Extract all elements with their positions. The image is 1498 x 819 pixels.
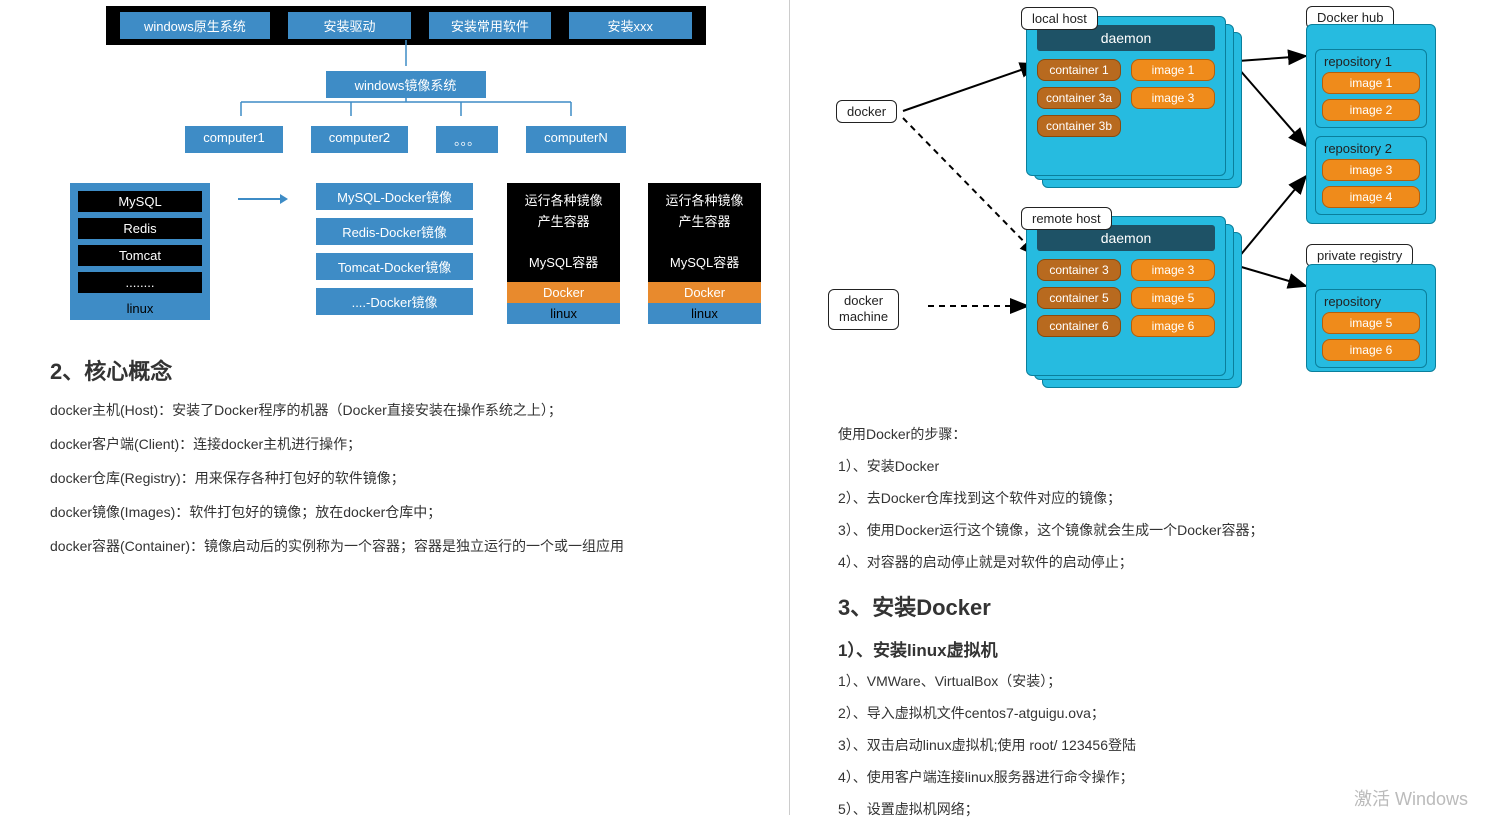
stack-line: 产生容器 [538,214,590,229]
container-pill: container 1 [1037,59,1121,81]
left-column: windows原生系统 安装驱动 安装常用软件 安装xxx windows镜像系… [0,0,790,815]
computer-node: computer1 [185,126,282,153]
computer-node: 。。。 [436,126,498,153]
install-line: 1）、VMWare、VirtualBox（安装）； [838,671,1468,691]
subsection-heading: 1）、安装linux虚拟机 [838,636,1468,661]
document-page: windows原生系统 安装驱动 安装常用软件 安装xxx windows镜像系… [0,0,1498,815]
docker-machine-tag: docker machine [828,289,899,330]
image-pill: image 1 [1322,72,1420,94]
stack-line: 产生容器 [679,214,731,229]
concept-line: docker主机(Host)：安装了Docker程序的机器（Docker直接安装… [50,400,761,420]
hub-box: repository 1 image 1 image 2 repository … [1306,24,1436,224]
linux-box: MySQL Redis Tomcat ........ linux [70,183,210,320]
right-column: docker docker machine local host daemon … [790,0,1498,815]
stack-docker: Docker [507,282,620,303]
linux-item: ........ [78,272,202,293]
linux-item: Redis [78,218,202,239]
dm-line: machine [839,309,888,324]
repo-title: repository [1324,294,1381,309]
stack-top: 运行各种镜像 产生容器 MySQL容器 [507,183,620,282]
mirror-item: Tomcat-Docker镜像 [316,253,473,280]
container-stack: 运行各种镜像 产生容器 MySQL容器 Docker linux [648,183,761,324]
section-heading: 3、安装Docker [838,590,1468,622]
step-line: 4）、对容器的启动停止就是对软件的启动停止； [838,552,1468,572]
step-line: 1）、安装Docker [838,456,1468,476]
mirror-list: MySQL-Docker镜像 Redis-Docker镜像 Tomcat-Doc… [316,183,473,324]
stack-line: 运行各种镜像 [666,193,744,208]
stack-os: linux [507,303,620,324]
container-pill: container 3 [1037,259,1121,281]
local-host: local host daemon container 1 image 1 co… [1026,16,1226,176]
install-line: 4）、使用客户端连接linux服务器进行命令操作； [838,767,1468,787]
computer-node: computerN [526,126,626,153]
linux-item: MySQL [78,191,202,212]
stack-line: MySQL容器 [529,255,598,270]
image-pill: image 3 [1322,159,1420,181]
container-pill: container 3a [1037,87,1121,109]
linux-docker-diagram: MySQL Redis Tomcat ........ linux MySQL-… [70,183,761,324]
image-pill: image 4 [1322,186,1420,208]
linux-label: linux [78,299,202,316]
linux-box-col: MySQL Redis Tomcat ........ linux [70,183,210,324]
image-pill: image 5 [1131,287,1215,309]
image-pill: image 5 [1322,312,1420,334]
image-pill: image 6 [1131,315,1215,337]
top-node: 安装xxx [569,12,691,39]
local-host-label: local host [1021,7,1098,30]
linux-item: Tomcat [78,245,202,266]
windows-mirror-node: windows镜像系统 [326,71,486,98]
concept-line: docker镜像(Images)：软件打包好的镜像；放在docker仓库中； [50,502,761,522]
mirror-item: Redis-Docker镜像 [316,218,473,245]
computer-row: computer1 computer2 。。。 computerN [86,126,726,153]
stack-docker: Docker [648,282,761,303]
windows-topbar: windows原生系统 安装驱动 安装常用软件 安装xxx [106,6,706,45]
windows-tree-diagram: windows原生系统 安装驱动 安装常用软件 安装xxx windows镜像系… [86,6,726,153]
local-host-stack: local host daemon container 1 image 1 co… [1026,16,1246,188]
remote-host-label: remote host [1021,207,1112,230]
install-line: 2）、导入虚拟机文件centos7-atguigu.ova； [838,703,1468,723]
container-pill: container 3b [1037,115,1121,137]
top-node: 安装驱动 [288,12,410,39]
image-pill: image 1 [1131,59,1215,81]
section-heading: 2、核心概念 [50,354,761,386]
remote-host-stack: remote host daemon container 3 image 3 c… [1026,216,1246,388]
mirror-item: ....-Docker镜像 [316,288,473,315]
concept-line: docker仓库(Registry)：用来保存各种打包好的软件镜像； [50,468,761,488]
remote-host: remote host daemon container 3 image 3 c… [1026,216,1226,376]
step-line: 3）、使用Docker运行这个镜像，这个镜像就会生成一个Docker容器； [838,520,1468,540]
hub-repo: repository 2 image 3 image 4 [1315,136,1427,215]
image-pill: image 3 [1131,87,1215,109]
container-pill: container 6 [1037,315,1121,337]
step-intro: 使用Docker的步骤： [838,424,1468,444]
stack-os: linux [648,303,761,324]
docker-architecture-diagram: docker docker machine local host daemon … [828,6,1448,406]
private-repo: repository image 5 image 6 [1315,289,1427,368]
stack-line: 运行各种镜像 [525,193,603,208]
concept-line: docker容器(Container)：镜像启动后的实例称为一个容器；容器是独立… [50,536,761,556]
step-line: 2）、去Docker仓库找到这个软件对应的镜像； [838,488,1468,508]
top-node: windows原生系统 [120,12,271,39]
image-pill: image 6 [1322,339,1420,361]
arrow-icon [238,183,288,324]
dm-line: docker [844,293,883,308]
windows-activation-watermark: 激活 Windows [1354,785,1468,811]
image-pill: image 3 [1131,259,1215,281]
mirror-item: MySQL-Docker镜像 [316,183,473,210]
stack-top: 运行各种镜像 产生容器 MySQL容器 [648,183,761,282]
computer-node: computer2 [311,126,408,153]
private-registry-box: repository image 5 image 6 [1306,264,1436,372]
stack-line: MySQL容器 [670,255,739,270]
container-stack: 运行各种镜像 产生容器 MySQL容器 Docker linux [507,183,620,324]
install-line: 3）、双击启动linux虚拟机;使用 root/ 123456登陆 [838,735,1468,755]
repo-title: repository 1 [1324,54,1392,69]
hub-repo: repository 1 image 1 image 2 [1315,49,1427,128]
image-pill: image 2 [1322,99,1420,121]
concept-line: docker客户端(Client)：连接docker主机进行操作； [50,434,761,454]
top-node: 安装常用软件 [429,12,551,39]
docker-client-tag: docker [836,100,897,123]
repo-title: repository 2 [1324,141,1392,156]
container-pill: container 5 [1037,287,1121,309]
